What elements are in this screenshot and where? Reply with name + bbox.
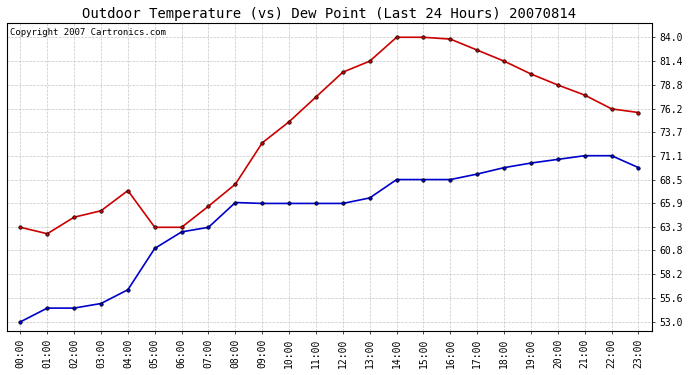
Text: Copyright 2007 Cartronics.com: Copyright 2007 Cartronics.com — [10, 28, 166, 37]
Title: Outdoor Temperature (vs) Dew Point (Last 24 Hours) 20070814: Outdoor Temperature (vs) Dew Point (Last… — [82, 7, 576, 21]
